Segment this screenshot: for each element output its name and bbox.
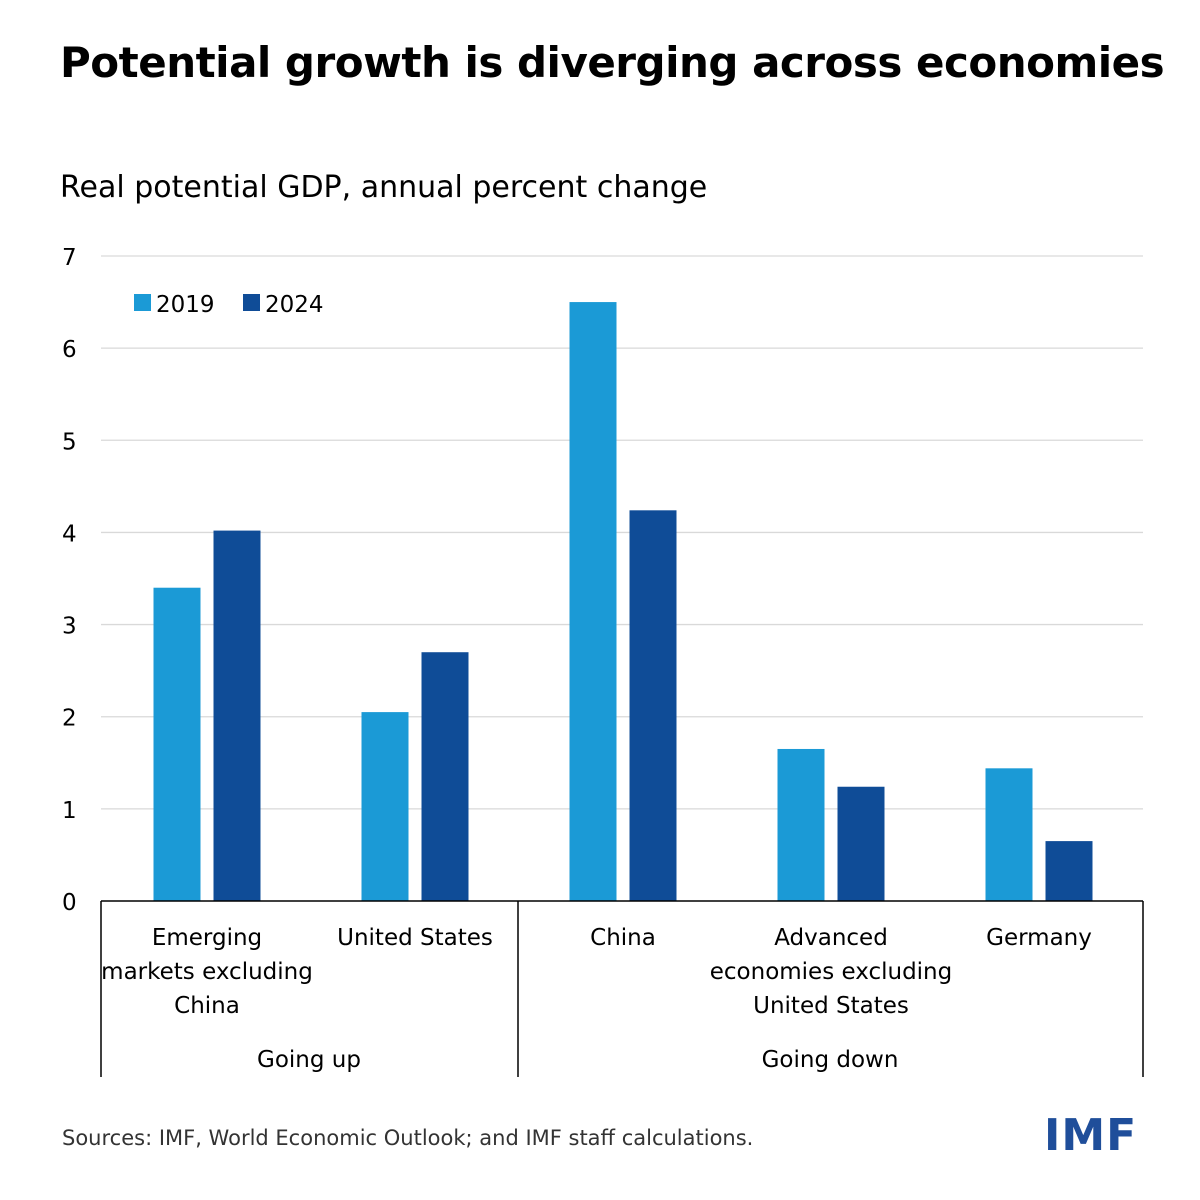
category-label: Germany [986, 925, 1092, 951]
y-tick-label: 4 [62, 521, 77, 547]
bar-2019-1 [361, 712, 409, 901]
imf-logo: IMF [1044, 1110, 1138, 1161]
y-tick-label: 7 [62, 245, 77, 271]
bars [153, 302, 1093, 902]
chart-title: Potential growth is diverging across eco… [60, 38, 1165, 87]
y-tick-label: 5 [62, 429, 77, 455]
chart-subtitle: Real potential GDP, annual percent chang… [60, 170, 708, 205]
bar-2019-0 [153, 587, 201, 901]
gridlines [101, 255, 1143, 810]
legend-label-2019: 2019 [156, 292, 215, 318]
category-labels: Emerging markets excluding China United Sta… [101, 925, 1092, 1073]
y-axis-ticks: 0 1 2 3 4 5 6 7 [62, 245, 77, 916]
legend-swatch-2024 [243, 294, 260, 311]
bar-2024-2 [629, 510, 677, 901]
bar-2019-3 [777, 748, 825, 901]
category-label: Advanced economies excluding United States [710, 925, 953, 1019]
bar-2019-4 [985, 768, 1033, 901]
bar-chart: 0 1 2 3 4 5 6 7 Emerging markets excluding China U… [62, 245, 1144, 1077]
y-tick-label: 6 [62, 337, 77, 363]
group-label: Going up [257, 1047, 361, 1073]
y-tick-label: 0 [62, 890, 77, 916]
bar-2019-2 [569, 302, 617, 902]
bar-2024-4 [1045, 841, 1093, 901]
category-label: Emerging markets excluding China [101, 925, 313, 1019]
legend: 2019 2024 [134, 292, 324, 318]
bar-2024-3 [837, 786, 885, 901]
legend-label-2024: 2024 [265, 292, 324, 318]
legend-swatch-2019 [134, 294, 151, 311]
bar-2024-1 [421, 652, 469, 901]
x-axis [100, 900, 1144, 1077]
category-label: China [590, 925, 656, 951]
group-label: Going down [762, 1047, 899, 1073]
y-tick-label: 1 [62, 798, 77, 824]
category-label: United States [337, 925, 493, 951]
source-note: Sources: IMF, World Economic Outlook; an… [62, 1126, 754, 1150]
y-tick-label: 3 [62, 614, 77, 640]
bar-2024-0 [213, 530, 261, 901]
y-tick-label: 2 [62, 706, 77, 732]
